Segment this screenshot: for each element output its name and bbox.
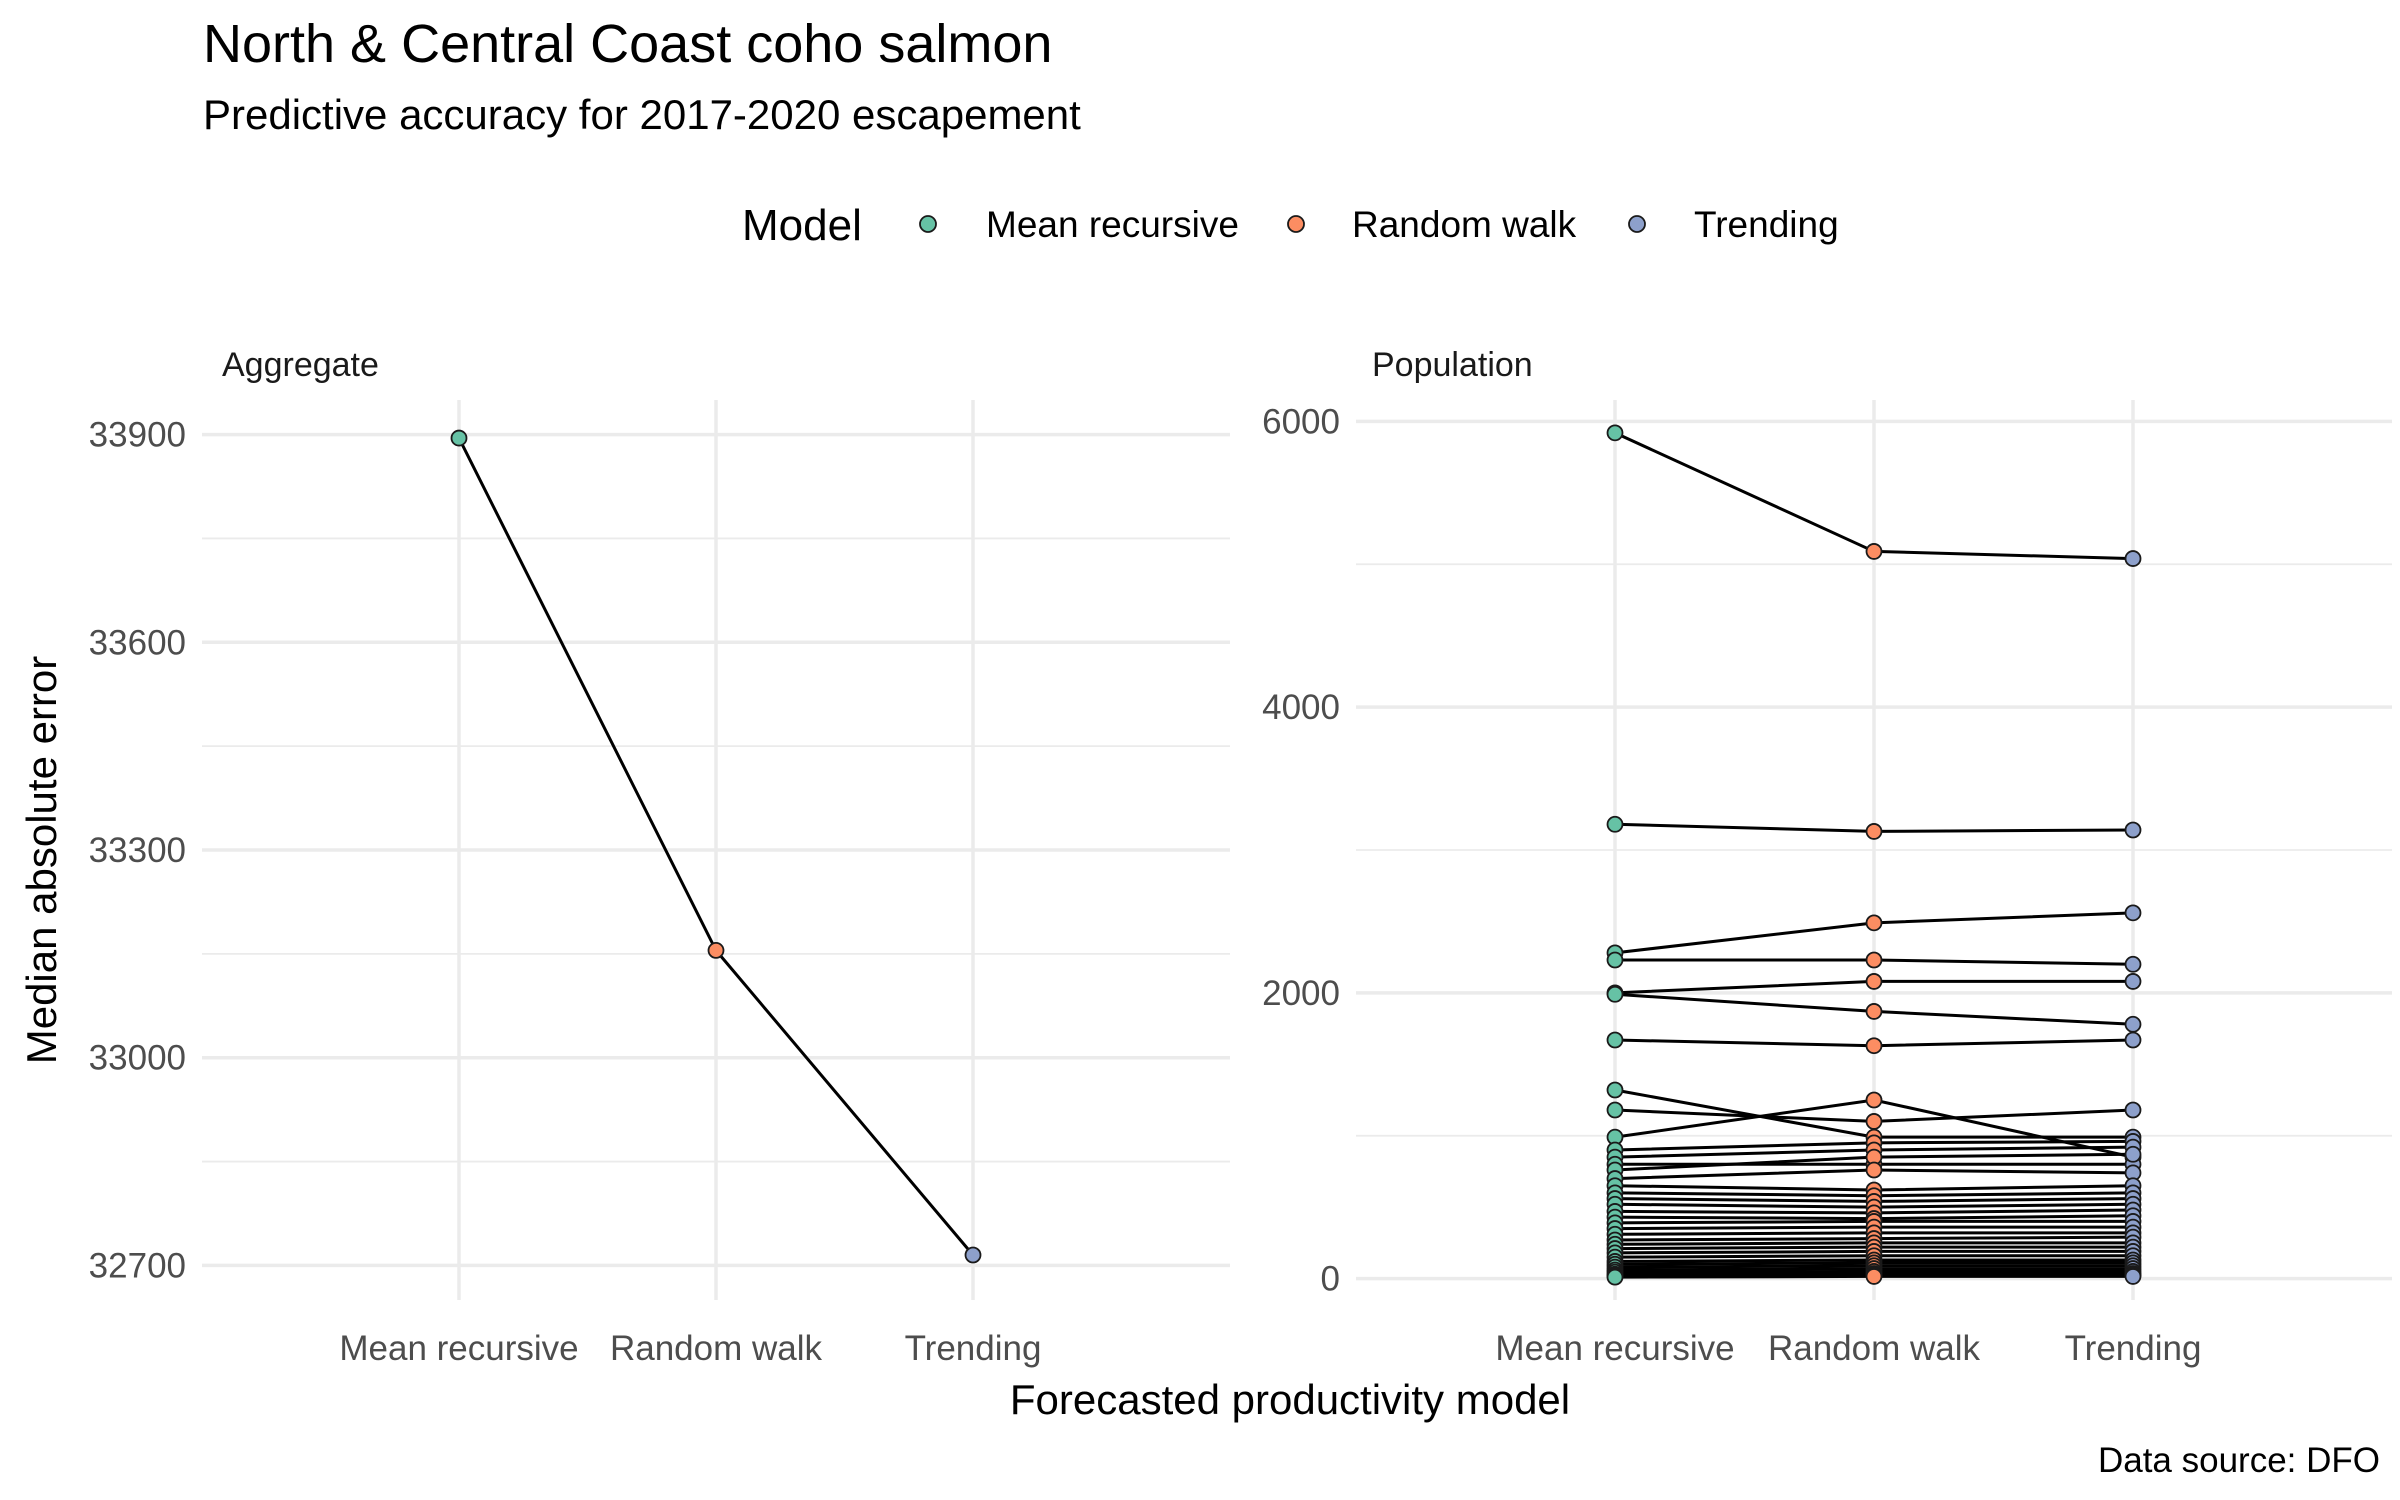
- legend-key-trending: [1628, 215, 1646, 233]
- legend-label-mean-recursive: Mean recursive: [986, 204, 1239, 245]
- data-point: [2124, 1268, 2142, 1285]
- data-point: [1865, 1113, 1883, 1130]
- y-tick-label: 6000: [1262, 402, 1340, 441]
- data-point: [2124, 904, 2142, 922]
- data-point: [707, 941, 725, 959]
- x-tick-label: Mean recursive: [1495, 1329, 1734, 1368]
- chart-subtitle: Predictive accuracy for 2017-2020 escape…: [203, 91, 1081, 138]
- caption: Data source: DFO: [2098, 1441, 2380, 1480]
- data-point: [1606, 1031, 1624, 1049]
- x-tick-label: Random walk: [610, 1329, 823, 1368]
- panel-aggregate: 32700 33000 33300 33600 33900 Mean recursive R…: [89, 400, 1230, 1368]
- panel-strip-population: Population: [1372, 346, 1533, 384]
- y-tick-label: 0: [1321, 1260, 1340, 1299]
- legend-key-random-walk: [1287, 215, 1305, 233]
- data-point: [1865, 973, 1883, 990]
- x-tick-label: Mean recursive: [339, 1329, 578, 1368]
- data-point: [1606, 424, 1624, 442]
- data-point: [1606, 985, 1624, 1003]
- data-point: [2124, 1145, 2142, 1163]
- data-point: [1606, 1268, 1624, 1286]
- x-axis-title: Forecasted productivity model: [1010, 1376, 1570, 1423]
- data-point: [1865, 1037, 1883, 1055]
- data-point: [2124, 955, 2142, 973]
- data-point: [450, 429, 468, 447]
- legend-key-mean-recursive: [919, 215, 937, 233]
- legend-title: Model: [742, 201, 862, 250]
- y-axis-title: Median absolute error: [18, 656, 65, 1065]
- panel-strip-aggregate: Aggregate: [222, 346, 379, 384]
- data-point: [1865, 823, 1883, 840]
- data-point: [2124, 1031, 2142, 1049]
- data-point: [1606, 1081, 1624, 1099]
- data-point: [1865, 1161, 1883, 1179]
- panel-population: 0 2000 4000 6000 Mean recursive Random walk Tr…: [1262, 400, 2392, 1368]
- data-point: [2124, 973, 2142, 990]
- x-tick-label: Trending: [2065, 1329, 2202, 1368]
- data-point: [1865, 1091, 1883, 1109]
- legend-label-trending: Trending: [1694, 204, 1839, 245]
- data-point: [1606, 815, 1624, 833]
- legend-label-random-walk: Random walk: [1352, 204, 1577, 245]
- data-point: [1865, 914, 1883, 932]
- y-tick-label: 33600: [89, 623, 186, 662]
- data-point: [2124, 550, 2142, 567]
- data-point: [1606, 1101, 1624, 1119]
- y-tick-label: 32700: [89, 1246, 186, 1285]
- data-point: [2124, 821, 2142, 839]
- x-tick-label: Trending: [905, 1329, 1042, 1368]
- y-tick-label: 33900: [89, 416, 186, 455]
- data-point: [964, 1246, 982, 1264]
- y-tick-label: 4000: [1262, 688, 1340, 727]
- data-point: [2124, 1015, 2142, 1033]
- data-point: [1865, 1268, 1883, 1285]
- y-tick-label: 33300: [89, 831, 186, 870]
- legend: Model Mean recursive Random walk Trendin…: [742, 201, 1839, 250]
- data-point: [2124, 1101, 2142, 1119]
- x-tick-label: Random walk: [1768, 1329, 1981, 1368]
- data-point: [1865, 951, 1883, 969]
- y-tick-label: 33000: [89, 1039, 186, 1078]
- chart-title: North & Central Coast coho salmon: [203, 14, 1052, 74]
- data-point: [1865, 1003, 1883, 1020]
- y-tick-label: 2000: [1262, 974, 1340, 1013]
- data-point: [1606, 951, 1624, 969]
- data-point: [1865, 543, 1883, 560]
